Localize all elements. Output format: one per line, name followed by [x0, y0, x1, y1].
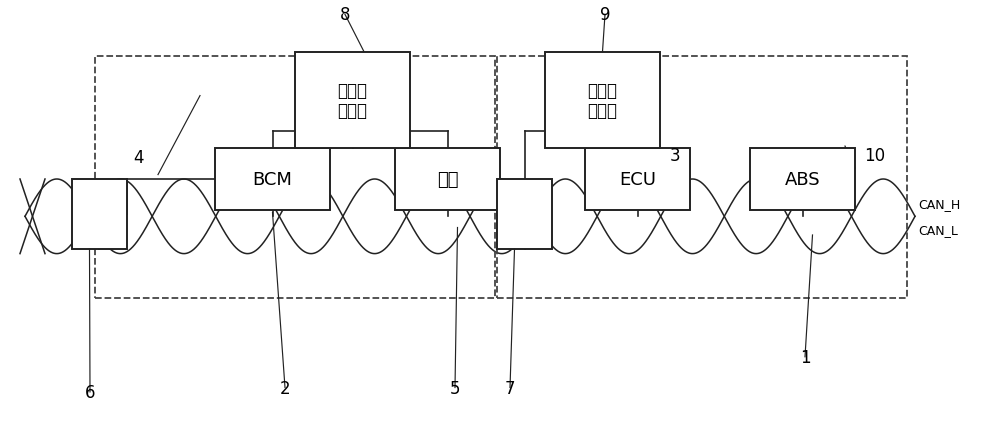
- Text: 9: 9: [600, 6, 610, 25]
- Bar: [585, 149, 690, 210]
- Bar: [497, 57, 907, 298]
- Bar: [497, 180, 552, 250]
- Bar: [215, 149, 330, 210]
- Text: 10: 10: [864, 146, 886, 165]
- Text: 第二指
示单元: 第二指 示单元: [588, 81, 618, 120]
- Text: CAN_H: CAN_H: [918, 197, 960, 210]
- Bar: [395, 149, 500, 210]
- Bar: [72, 180, 127, 250]
- Bar: [295, 53, 410, 149]
- Text: 7: 7: [505, 378, 515, 397]
- Text: ECU: ECU: [619, 170, 656, 189]
- Text: ABS: ABS: [785, 170, 820, 189]
- Text: 8: 8: [340, 6, 350, 25]
- Bar: [750, 149, 855, 210]
- Text: 3: 3: [670, 146, 680, 165]
- Text: 4: 4: [133, 148, 143, 167]
- Text: 5: 5: [450, 378, 460, 397]
- Text: 仪表: 仪表: [437, 170, 458, 189]
- Text: CAN_L: CAN_L: [918, 223, 958, 237]
- Text: 6: 6: [85, 383, 95, 401]
- Text: 第一指
示单元: 第一指 示单元: [338, 81, 368, 120]
- Text: 1: 1: [800, 348, 810, 366]
- Bar: [95, 57, 495, 298]
- Text: BCM: BCM: [253, 170, 292, 189]
- Bar: [545, 53, 660, 149]
- Text: 2: 2: [280, 378, 290, 397]
